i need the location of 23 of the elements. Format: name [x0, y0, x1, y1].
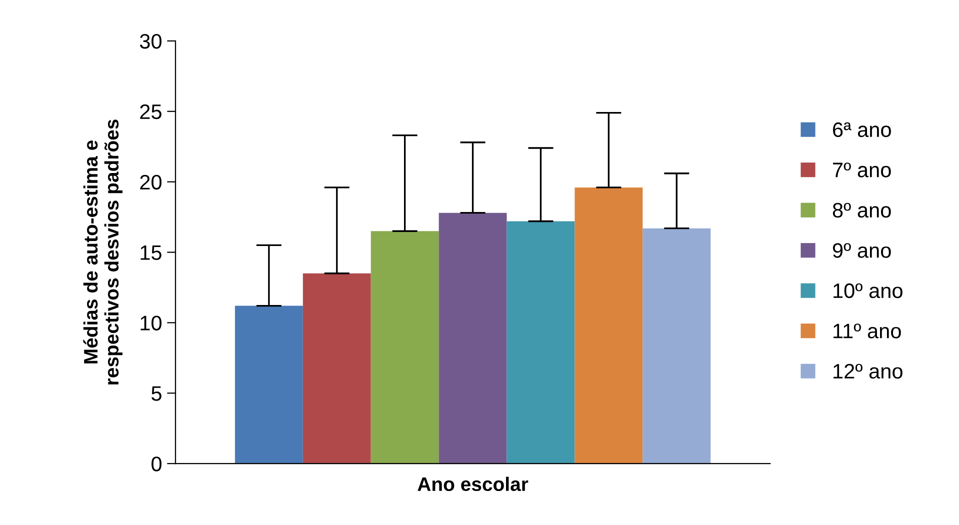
legend-label: 7º ano	[833, 162, 891, 178]
legend-label: 8º ano	[832, 202, 891, 218]
bar	[642, 228, 711, 464]
y-tick-label: 0	[152, 456, 162, 472]
bar	[506, 221, 575, 464]
legend-label: 12º ano	[834, 364, 902, 379]
y-tick-label: 5	[152, 386, 162, 401]
y-tick-label: 20	[140, 174, 162, 190]
x-axis-title: Ano escolar	[418, 476, 528, 492]
legend-label: 9º ano	[832, 243, 891, 258]
bar	[574, 187, 643, 464]
y-tick-label: 15	[140, 245, 162, 260]
y-tick-label: 25	[140, 104, 162, 120]
y-tick-label: 10	[140, 316, 162, 330]
legend-label: 11º ano	[834, 324, 901, 338]
y-axis-title: Médias de auto-estima e respectivos desvios padrões	[83, 120, 122, 384]
y-tick-label: 30	[140, 34, 162, 49]
bar	[438, 212, 507, 464]
legend-label: 10º ano	[834, 283, 902, 298]
bar	[234, 306, 303, 464]
bar	[370, 231, 439, 464]
bar	[302, 273, 371, 464]
legend-label: 6ª ano	[833, 122, 891, 138]
